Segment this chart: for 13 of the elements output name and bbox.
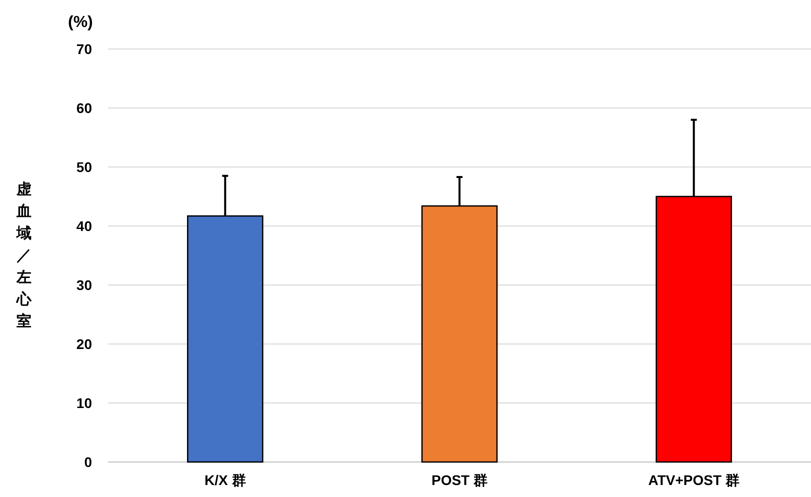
x-tick-label: POST 群 [431,472,488,488]
y-tick-label: 40 [76,218,92,234]
y-tick-label: 30 [76,277,92,293]
y-tick-label: 60 [76,100,92,116]
y-tick-label: 50 [76,159,92,175]
x-tick-label: K/X 群 [204,472,246,488]
text: (%) [68,14,93,31]
y-tick-label: 70 [76,41,92,57]
y-tick-label: 20 [76,336,92,352]
y-tick-label: 0 [84,454,92,470]
y-tick-label: 10 [76,395,92,411]
y-axis-title: 虚血域／左心室 [16,181,32,330]
x-tick-label: ATV+POST 群 [648,472,740,488]
